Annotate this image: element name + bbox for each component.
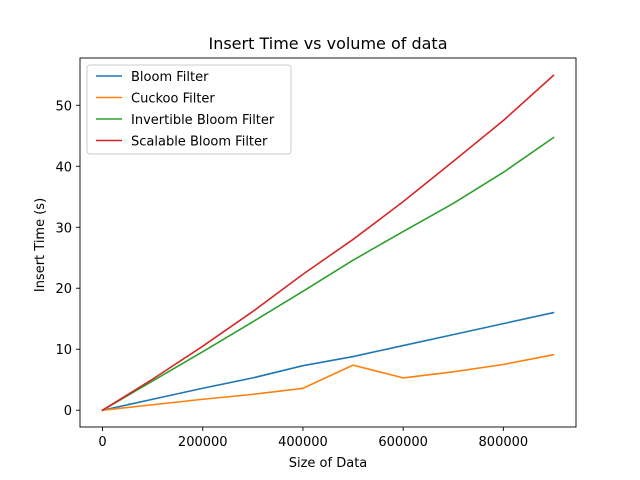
- axes-frame: [79, 57, 577, 428]
- x-tick-label: 400000: [278, 435, 328, 450]
- y-tick-label: 0: [64, 404, 72, 419]
- series-line-2: [101, 353, 555, 412]
- x-axis-label: Size of Data: [289, 456, 368, 471]
- legend-label-4: Scalable Bloom Filter: [131, 135, 268, 150]
- y-tick-label: 30: [55, 221, 72, 236]
- chart-title: Insert Time vs volume of data: [208, 34, 447, 53]
- y-tick-label: 10: [55, 343, 72, 358]
- y-tick-label: 40: [55, 160, 72, 175]
- series-line-3: [101, 136, 555, 412]
- legend: Bloom Filter Cuckoo Filter Invertible Bloo…: [86, 64, 292, 155]
- plot-area: 0 200000 400000 600000 800000 0 10 20 30 40 50: [55, 57, 577, 450]
- series-line-4: [101, 74, 555, 412]
- series-line-1: [101, 311, 555, 412]
- x-tick-label: 200000: [178, 435, 228, 450]
- y-tick-label: 50: [55, 99, 72, 114]
- x-tick-label: 0: [98, 435, 106, 450]
- legend-label-1: Bloom Filter: [131, 70, 209, 85]
- legend-box: [86, 64, 292, 155]
- y-tick-label: 20: [55, 282, 72, 297]
- x-tick-label: 800000: [479, 435, 529, 450]
- legend-label-3: Invertible Bloom Filter: [131, 113, 275, 128]
- legend-label-2: Cuckoo Filter: [131, 92, 215, 107]
- x-tick-label: 600000: [378, 435, 428, 450]
- y-axis-label: Insert Time (s): [33, 198, 48, 292]
